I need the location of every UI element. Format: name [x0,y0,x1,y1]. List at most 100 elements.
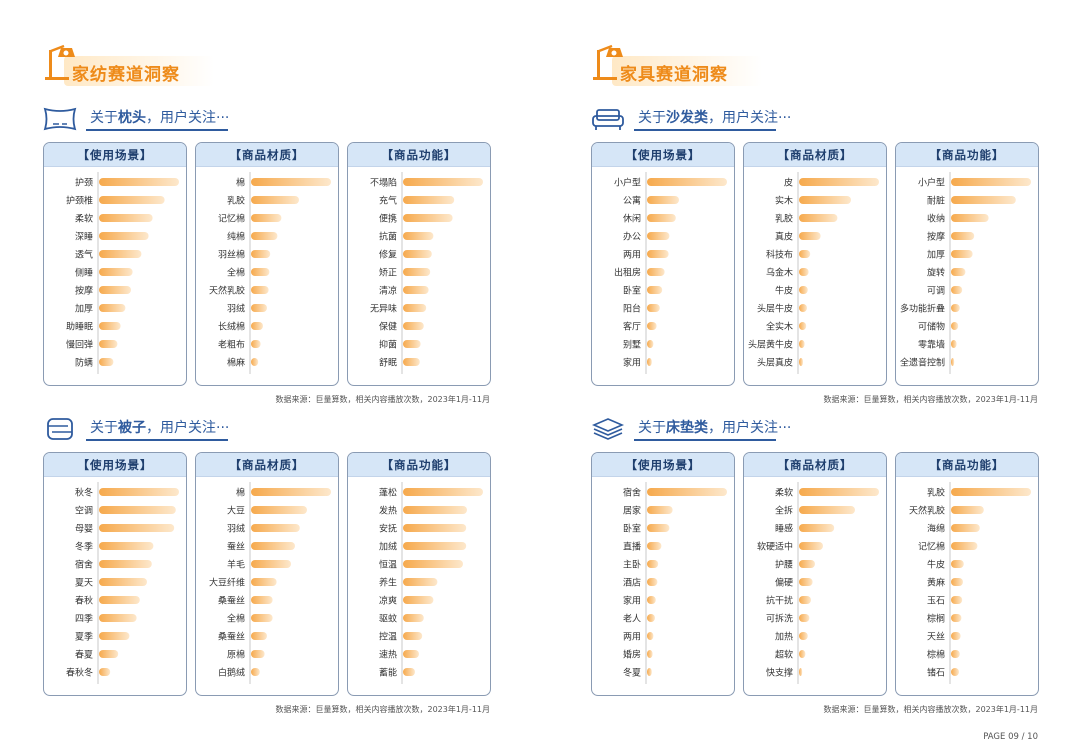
category-label: 宿舍 [75,559,93,571]
bar [951,488,1031,496]
bar [951,304,960,312]
bar [951,506,984,514]
bar [99,196,165,204]
category-label: 天然乳胶 [209,285,245,297]
sub-prefix: 关于 [90,420,118,436]
category-label: 恒温 [379,559,397,571]
sub-header-pillow: 关于枕头，用户关注··· [40,102,300,134]
bar [799,668,803,676]
bar [951,650,960,658]
sub-prefix: 关于 [90,110,118,126]
category-label: 羽丝棉 [218,249,245,261]
bar [799,286,808,294]
bar [799,650,806,658]
bar [799,304,807,312]
category-label: 实木 [775,195,793,207]
lamp-icon [45,44,75,80]
category-label: 全拆 [775,505,793,517]
category-label: 加厚 [927,250,945,261]
bar [403,340,421,348]
sub-topic: 枕头 [118,110,146,126]
chart-title: 【商品功能】 [896,453,1038,477]
category-label: 驱蚊 [379,613,397,625]
chart-panel: 【商品功能】 小户型 耐脏 收纳 按摩 加厚 旋转 可调 多功能折叠 可储物 零靠墙 全遗音控制 [895,142,1039,386]
bar [799,524,835,532]
sub-header-sofa: 关于沙发类，用户关注··· [588,102,848,134]
category-label: 旋转 [927,267,945,279]
bar [251,268,270,276]
bar [951,668,959,676]
panel-row: 【使用场景】 小户型 公寓 休闲 办公 两用 出租房 卧室 阳台 客厅 别墅 家用 【商品材质】 皮… [591,142,1041,388]
bar [799,178,879,186]
bar [99,322,121,330]
sub-suffix: ，用户关注··· [146,420,230,436]
sub-header-text: 关于枕头，用户关注··· [90,107,229,127]
bar [799,614,810,622]
bar [647,178,727,186]
bar [99,614,137,622]
sub-header-mattress: 关于床垫类，用户关注··· [588,412,848,444]
category-label: 牛皮 [927,559,945,571]
bar [799,506,855,514]
category-label: 护颈 [75,177,93,189]
category-label: 办公 [623,231,641,243]
sub-underline [86,439,228,441]
chart-title: 【商品功能】 [348,453,490,477]
bar [647,560,659,568]
bar [647,542,662,550]
category-label: 原棉 [227,649,245,661]
bar [251,178,331,186]
sub-topic: 被子 [118,420,146,436]
bar [403,322,424,330]
category-label: 出租房 [614,267,641,279]
bar [99,578,147,586]
category-label: 羽绒 [227,523,245,535]
source-note: 数据来源：巨量算数，相关内容播放次数，2023年1月-11月 [275,395,490,404]
chart-title: 【商品材质】 [744,453,886,477]
category-label: 老人 [623,613,641,625]
category-label: 棉麻 [227,357,245,369]
category-label: 冬季 [75,541,93,553]
bar [647,196,679,204]
chart-panel: 【使用场景】 秋冬 空调 母婴 冬季 宿舍 夏天 春秋 四季 夏季 春夏 春秋冬 [43,452,187,696]
sub-header-text: 关于被子，用户关注··· [90,417,229,437]
category-label: 夏天 [75,578,93,589]
bar [647,304,660,312]
category-label: 可调 [927,286,945,297]
bar [251,668,260,676]
category-label: 春秋冬 [66,667,93,679]
category-label: 白鹅绒 [218,667,245,679]
chart-title: 【商品材质】 [196,143,338,167]
category-label: 直播 [623,541,641,553]
category-label: 慢回弹 [66,339,93,351]
category-label: 蓄能 [379,667,397,679]
bar [251,524,300,532]
bar [951,358,955,366]
bar [251,358,259,366]
chart-title: 【商品材质】 [196,453,338,477]
bar [403,232,434,240]
category-label: 护腰 [775,559,793,571]
category-label: 蓬松 [379,487,397,499]
category-label: 软硬适中 [757,541,793,553]
bar [99,668,111,676]
category-label: 夏季 [75,631,93,643]
chart-panel: 【使用场景】 宿舍 居家 卧室 直播 主卧 酒店 家用 老人 两用 婚房 冬夏 [591,452,735,696]
category-label: 柔软 [775,487,793,499]
category-label: 多功能折叠 [900,303,945,315]
bar [647,322,657,330]
bar [799,596,811,604]
category-label: 秋冬 [75,487,93,499]
bar [647,250,669,258]
category-label: 便携 [379,213,397,225]
chart-title: 【使用场景】 [592,453,734,477]
category-label: 乳胶 [775,213,793,225]
category-label: 锗石 [927,667,945,679]
bar [99,524,175,532]
source-note: 数据来源：巨量算数，相关内容播放次数，2023年1月-11月 [823,705,1038,714]
category-label: 冬夏 [623,667,641,679]
category-label: 居家 [623,505,641,517]
